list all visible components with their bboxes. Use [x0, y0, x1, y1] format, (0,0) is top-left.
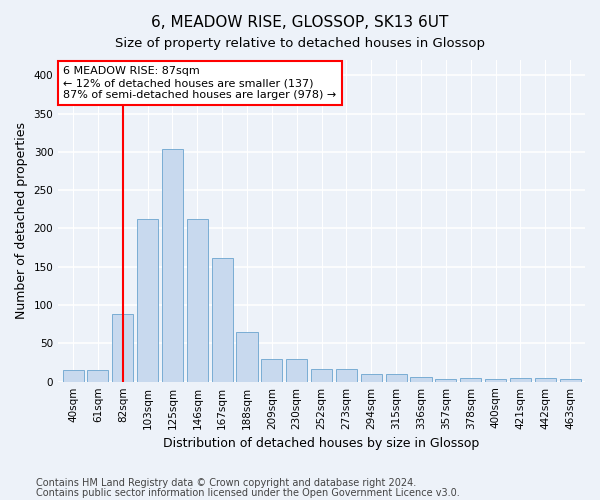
Bar: [212, 258, 233, 382]
Bar: [336, 368, 357, 382]
Bar: [361, 374, 382, 382]
Bar: [62, 370, 83, 382]
Bar: [236, 332, 257, 382]
Bar: [88, 370, 109, 382]
Bar: [460, 378, 481, 382]
Bar: [485, 380, 506, 382]
Bar: [535, 378, 556, 382]
Bar: [510, 378, 531, 382]
Text: Contains HM Land Registry data © Crown copyright and database right 2024.: Contains HM Land Registry data © Crown c…: [36, 478, 416, 488]
X-axis label: Distribution of detached houses by size in Glossop: Distribution of detached houses by size …: [163, 437, 480, 450]
Bar: [162, 149, 183, 382]
Bar: [112, 314, 133, 382]
Bar: [560, 380, 581, 382]
Bar: [410, 377, 431, 382]
Bar: [137, 220, 158, 382]
Bar: [187, 218, 208, 382]
Text: Size of property relative to detached houses in Glossop: Size of property relative to detached ho…: [115, 38, 485, 51]
Y-axis label: Number of detached properties: Number of detached properties: [15, 122, 28, 320]
Bar: [386, 374, 407, 382]
Bar: [435, 380, 457, 382]
Bar: [311, 368, 332, 382]
Bar: [262, 358, 283, 382]
Bar: [286, 358, 307, 382]
Text: 6, MEADOW RISE, GLOSSOP, SK13 6UT: 6, MEADOW RISE, GLOSSOP, SK13 6UT: [151, 15, 449, 30]
Text: Contains public sector information licensed under the Open Government Licence v3: Contains public sector information licen…: [36, 488, 460, 498]
Text: 6 MEADOW RISE: 87sqm
← 12% of detached houses are smaller (137)
87% of semi-deta: 6 MEADOW RISE: 87sqm ← 12% of detached h…: [64, 66, 337, 100]
